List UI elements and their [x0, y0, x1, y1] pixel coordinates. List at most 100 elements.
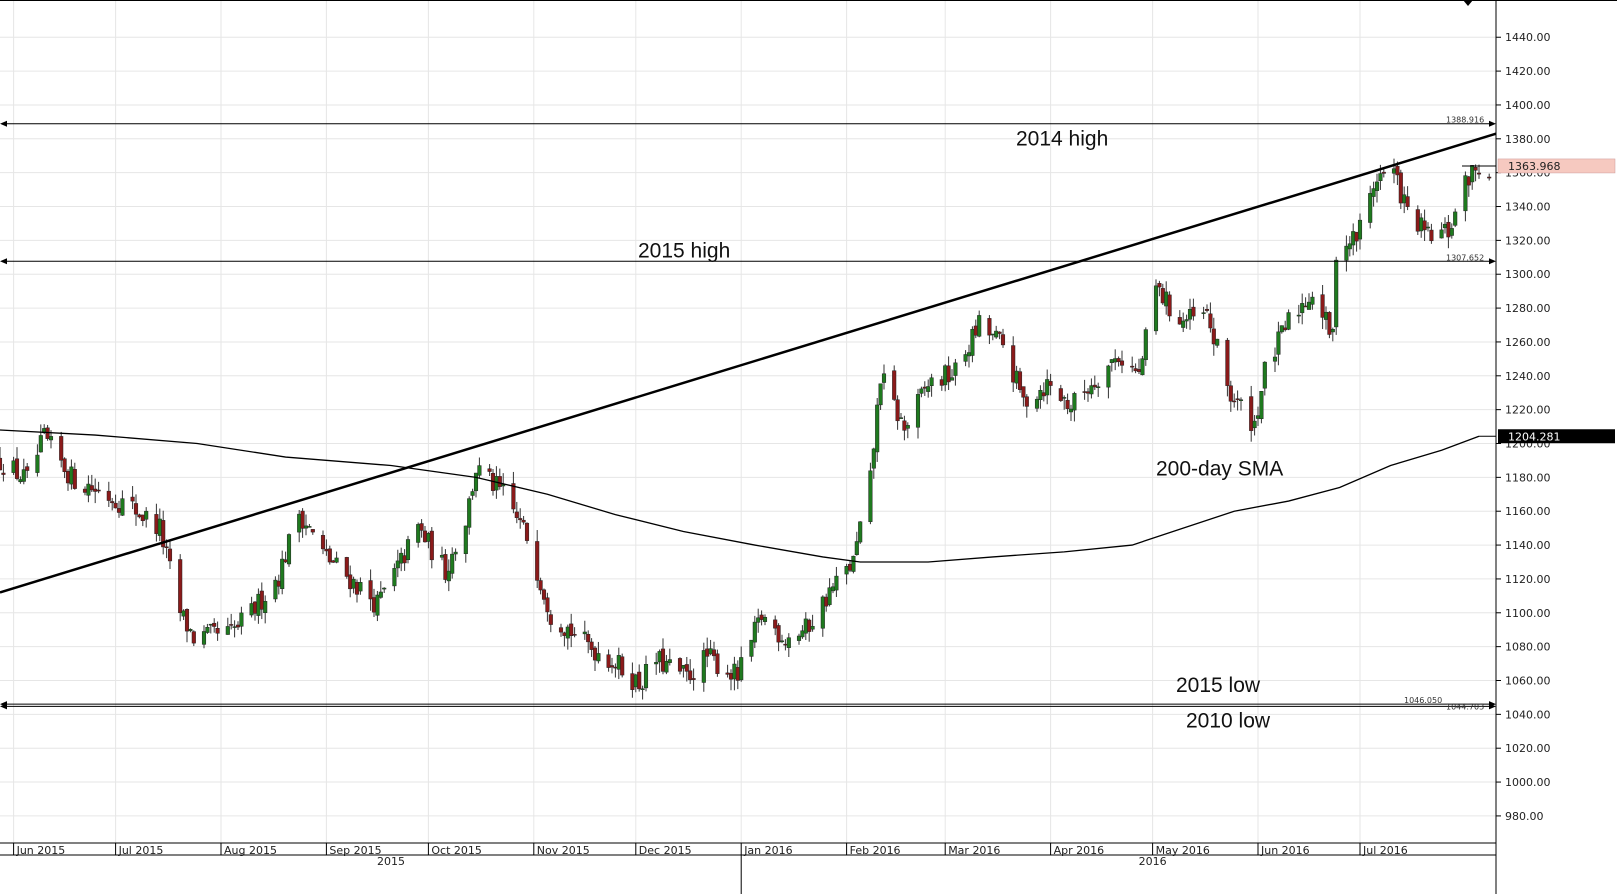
candle-body [1157, 283, 1162, 288]
candle-body [1357, 219, 1363, 240]
candle-body [69, 466, 74, 485]
candle-body [953, 362, 958, 376]
level-annotation: 2015 high [638, 239, 730, 262]
candle-body [1045, 379, 1050, 396]
candle-body [327, 548, 332, 563]
candle-body [1425, 226, 1431, 229]
trendline [0, 132, 1497, 594]
candle-body [181, 610, 186, 617]
candle-body [562, 632, 567, 636]
candle-body [620, 656, 625, 676]
candle-body [1466, 176, 1471, 186]
candle-body [239, 612, 244, 627]
candle-body [1089, 385, 1094, 395]
candle-body [378, 591, 383, 598]
candle-body [208, 623, 213, 626]
candle-body [691, 678, 696, 680]
candle-body [48, 436, 54, 441]
candle-body [997, 331, 1002, 334]
sma200-line [0, 429, 1480, 563]
candle-body [878, 383, 883, 406]
candle-body [1449, 228, 1454, 236]
candle-body [1344, 245, 1349, 261]
candle-body [1351, 231, 1356, 246]
candle-body [902, 420, 907, 431]
candle-body [1255, 415, 1261, 419]
candle-body [120, 498, 125, 516]
candle-body [86, 483, 91, 496]
candle-body [286, 534, 292, 565]
candle-body [973, 325, 978, 336]
candle-body [110, 501, 115, 504]
candle-body [402, 555, 407, 564]
candle-body [892, 370, 897, 400]
candle-body [810, 626, 815, 630]
candle-body [915, 394, 921, 428]
candle-body [348, 574, 353, 590]
candle-body [762, 616, 768, 622]
x-tick-label: Jun 2015 [16, 844, 66, 857]
candle-body [232, 626, 237, 628]
candle-body [1113, 358, 1118, 363]
candle-body [640, 688, 645, 690]
candle-body [1082, 391, 1087, 393]
candle-body [283, 559, 288, 563]
arrow-left-icon [0, 258, 7, 265]
y-tick-label: 1400.00 [1505, 99, 1551, 112]
candle-body [45, 427, 50, 439]
candle-body [919, 388, 924, 394]
candle-body [1439, 229, 1444, 239]
candle-body [1211, 328, 1216, 345]
candle-body [759, 614, 764, 620]
candle-body [688, 670, 693, 681]
candle-body [1041, 392, 1046, 397]
year-label: 2016 [1139, 855, 1167, 868]
candle-body [677, 658, 683, 672]
candle-body [1153, 285, 1159, 332]
candle-body [1470, 165, 1475, 183]
candle-body [416, 524, 421, 543]
candle-body [1062, 397, 1067, 399]
candle-body [331, 560, 336, 563]
candle-body [116, 508, 122, 513]
grid [0, 0, 1496, 843]
candle-body [89, 485, 94, 491]
candle-body [1286, 312, 1291, 330]
candle-body [157, 518, 162, 536]
candle-body [392, 568, 397, 587]
candle-body [1014, 370, 1019, 384]
candle-body [178, 559, 183, 614]
current-price-label: 1363.968 [1508, 160, 1561, 173]
x-tick-label: Oct 2015 [431, 844, 482, 857]
scroll-marker-icon [1463, 0, 1473, 6]
candle-body [977, 315, 982, 337]
candle-body [572, 634, 577, 636]
candle-body [463, 525, 468, 555]
candle-body [470, 491, 475, 496]
candle-body [898, 417, 904, 419]
candle-body [14, 458, 20, 479]
candle-body [235, 624, 241, 628]
candle-body [1011, 345, 1016, 383]
y-tick-label: 1100.00 [1505, 607, 1551, 620]
candle-body [1232, 400, 1237, 403]
candle-body [473, 472, 479, 492]
candle-body [300, 510, 305, 529]
x-tick-label: Mar 2016 [948, 844, 1000, 857]
candle-body [589, 641, 594, 650]
candlesticks [0, 158, 1492, 700]
candle-body [1160, 288, 1165, 304]
candle-body [1187, 309, 1193, 320]
current-price-tag [1497, 158, 1616, 174]
candle-body [949, 377, 955, 381]
candle-body [1136, 369, 1142, 372]
candle-body [11, 460, 16, 473]
candle-body [144, 510, 149, 520]
candle-body [334, 557, 339, 563]
candle-body [926, 386, 931, 392]
candle-body [545, 597, 550, 613]
candle-body [1191, 306, 1196, 317]
candle-body [1249, 396, 1254, 431]
candle-body [1017, 371, 1023, 390]
candle-body [1058, 388, 1063, 401]
